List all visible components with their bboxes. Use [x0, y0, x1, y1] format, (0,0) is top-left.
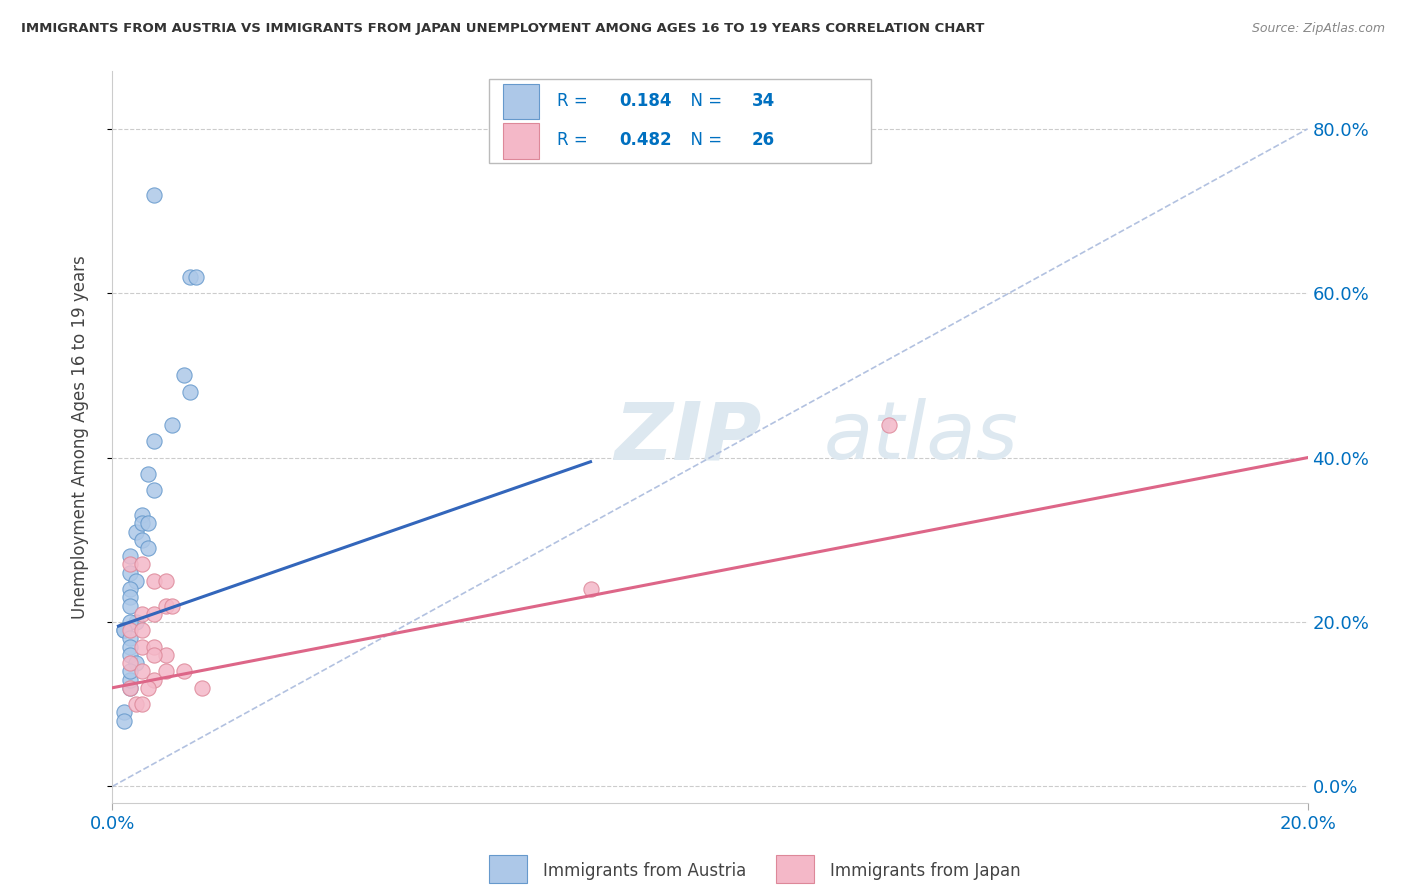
Point	[120, 582, 142, 596]
Point	[191, 681, 214, 695]
Point	[131, 697, 153, 711]
Text: Source: ZipAtlas.com: Source: ZipAtlas.com	[1251, 22, 1385, 36]
Text: 26: 26	[752, 131, 775, 149]
Point	[125, 524, 148, 539]
Point	[131, 516, 153, 531]
Point	[143, 648, 166, 662]
Text: IMMIGRANTS FROM AUSTRIA VS IMMIGRANTS FROM JAPAN UNEMPLOYMENT AMONG AGES 16 TO 1: IMMIGRANTS FROM AUSTRIA VS IMMIGRANTS FR…	[21, 22, 984, 36]
Point	[131, 640, 153, 654]
Point	[179, 269, 201, 284]
Point	[131, 508, 153, 523]
Point	[120, 558, 142, 572]
Point	[120, 648, 142, 662]
Text: Immigrants from Austria: Immigrants from Austria	[543, 862, 747, 880]
Point	[143, 673, 166, 687]
Text: 0.482: 0.482	[619, 131, 672, 149]
Point	[155, 574, 177, 588]
Point	[173, 665, 195, 679]
Point	[143, 607, 166, 621]
Point	[125, 615, 148, 629]
Point	[173, 368, 195, 383]
Text: N =: N =	[681, 93, 727, 111]
Point	[131, 665, 153, 679]
Point	[155, 648, 177, 662]
Point	[143, 574, 166, 588]
Bar	[503, 84, 538, 119]
Point	[114, 706, 135, 720]
Text: R =: R =	[557, 131, 593, 149]
Point	[138, 541, 160, 555]
Point	[120, 640, 142, 654]
Text: Immigrants from Japan: Immigrants from Japan	[830, 862, 1021, 880]
Point	[120, 656, 142, 670]
Point	[120, 549, 142, 564]
Text: atlas: atlas	[824, 398, 1018, 476]
Point	[131, 607, 153, 621]
Point	[120, 673, 142, 687]
Point	[186, 269, 208, 284]
Bar	[776, 855, 814, 883]
Point	[162, 417, 183, 432]
Text: N =: N =	[681, 131, 727, 149]
Point	[120, 566, 142, 580]
Point	[131, 624, 153, 638]
Text: ZIP: ZIP	[614, 398, 762, 476]
Point	[155, 599, 177, 613]
Point	[125, 697, 148, 711]
Point	[143, 640, 166, 654]
Point	[120, 681, 142, 695]
Point	[114, 624, 135, 638]
Point	[114, 714, 135, 728]
Point	[125, 656, 148, 670]
Point	[879, 417, 901, 432]
Point	[143, 483, 166, 498]
Point	[138, 516, 160, 531]
Point	[131, 533, 153, 547]
Text: 34: 34	[752, 93, 775, 111]
Text: R =: R =	[557, 93, 593, 111]
FancyBboxPatch shape	[489, 78, 872, 163]
Point	[120, 599, 142, 613]
Point	[125, 574, 148, 588]
Point	[120, 615, 142, 629]
Point	[114, 624, 135, 638]
Point	[138, 681, 160, 695]
Point	[162, 599, 183, 613]
Point	[120, 624, 142, 638]
Point	[138, 467, 160, 481]
Y-axis label: Unemployment Among Ages 16 to 19 years: Unemployment Among Ages 16 to 19 years	[70, 255, 89, 619]
Point	[579, 582, 602, 596]
Point	[143, 434, 166, 449]
Point	[120, 632, 142, 646]
Point	[131, 558, 153, 572]
Point	[155, 665, 177, 679]
Bar	[489, 855, 527, 883]
Bar	[503, 123, 538, 159]
Point	[120, 591, 142, 605]
Point	[179, 384, 201, 399]
Point	[120, 681, 142, 695]
Point	[143, 187, 166, 202]
Text: 0.184: 0.184	[619, 93, 672, 111]
Point	[120, 665, 142, 679]
